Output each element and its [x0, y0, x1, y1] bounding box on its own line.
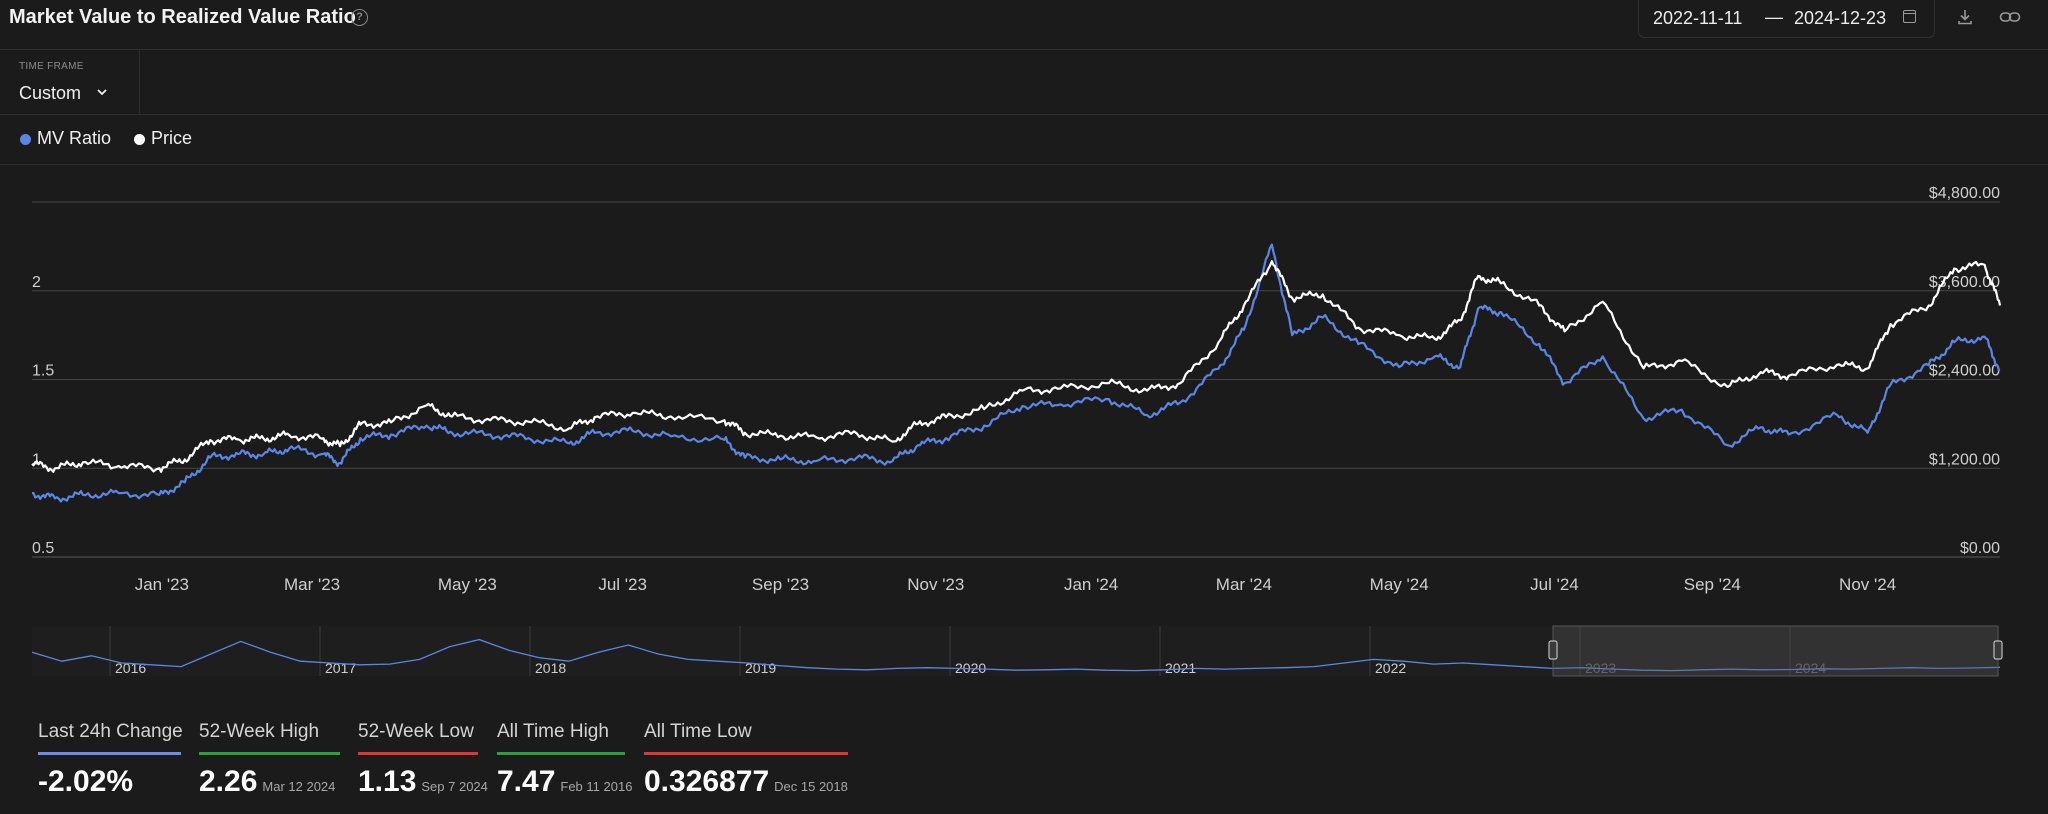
x-tick-label: Jan '24 [1064, 575, 1118, 594]
x-tick-label: Mar '24 [1216, 575, 1272, 594]
stat-label: Last 24h Change [38, 721, 183, 742]
x-axis: Jan '23 Mar '23 May '23 Jul '23 Sep '23 Nov '… [135, 575, 1896, 594]
grid-lines [32, 201, 2000, 558]
x-tick-label: Sep '23 [752, 575, 809, 594]
calendar-icon[interactable] [1903, 10, 1916, 23]
date-separator: — [1765, 7, 1783, 27]
stat-label: 52-Week Low [358, 721, 474, 742]
y-axis-left: 0.5 1 1.5 2 [32, 274, 54, 557]
stat-value: 1.13 Sep 7 2024 [358, 765, 488, 798]
stat-label: All Time High [497, 721, 609, 742]
legend-dot [20, 134, 31, 145]
navigator-year-label: 2021 [1165, 660, 1196, 676]
chart-header: Market Value to Realized Value Ratio ? 2… [0, 0, 2048, 50]
stat-underline [644, 752, 848, 755]
timeframe-bar: TIME FRAME Custom [0, 50, 2048, 115]
timeframe-label: TIME FRAME [19, 61, 84, 72]
question-circle-icon[interactable]: ? [351, 9, 368, 26]
stat-underline [199, 752, 340, 755]
y-axis-right: $0.00$1,200.00$2,400.00$3,600.00$4,800.0… [1929, 185, 2000, 557]
y-left-tick-label: 2 [32, 274, 41, 291]
x-tick-label: May '24 [1370, 575, 1429, 594]
chart-legend: MV Ratio Price [0, 115, 2048, 165]
x-tick-label: Jul '24 [1530, 575, 1579, 594]
series-group [31, 243, 2002, 503]
x-tick-label: Nov '23 [907, 575, 964, 594]
stat-underline [358, 752, 478, 755]
y-right-tick-label: $1,200.00 [1929, 451, 2000, 468]
series-line [31, 260, 2002, 473]
legend-label: MV Ratio [37, 128, 112, 148]
navigator-handle[interactable] [1993, 640, 2003, 660]
stat-underline [497, 752, 625, 755]
y-left-tick-label: 1.5 [32, 363, 54, 380]
stat-value: 7.47 Feb 11 2016 [497, 765, 633, 798]
stat-label: 52-Week High [199, 721, 320, 742]
navigator-year-label: 2022 [1375, 660, 1406, 676]
navigator-year-label: 2019 [745, 660, 776, 676]
navigator-year-label: 2024 [1795, 660, 1826, 676]
range-navigator[interactable]: 201620172018201920202021202220232024 [31, 625, 2003, 677]
series-line [32, 243, 2001, 503]
y-right-tick-label: $2,400.00 [1929, 363, 2000, 380]
navigator-year-label: 2018 [535, 660, 566, 676]
stat-value: -2.02% [38, 765, 134, 798]
stat-label: All Time Low [644, 721, 752, 742]
stat-value: 2.26 Mar 12 2024 [199, 765, 336, 798]
navigator-selection [1552, 625, 1999, 677]
legend-dot [134, 134, 145, 145]
navigator-sparkline [31, 638, 2001, 672]
x-tick-label: Jul '23 [598, 575, 647, 594]
y-left-tick-label: 0.5 [32, 540, 54, 557]
line-chart[interactable]: 0.511.52 $0.00$1,200.00$2,400.00$3,600.0… [0, 166, 2048, 712]
link-icon[interactable] [1999, 8, 2021, 26]
timeframe-value[interactable]: Custom [19, 83, 82, 103]
chart-title: Market Value to Realized Value Ratio [9, 6, 356, 28]
y-right-tick-label: $0.00 [1960, 540, 2000, 557]
navigator-year-label: 2020 [955, 660, 986, 676]
x-tick-label: Mar '23 [284, 575, 340, 594]
timeframe-select[interactable]: TIME FRAME Custom [0, 50, 140, 114]
download-icon[interactable] [1956, 8, 1974, 26]
y-left-tick-label: 1 [32, 451, 41, 468]
stat-value: 0.326877 Dec 15 2018 [644, 765, 848, 798]
x-tick-label: Nov '24 [1839, 575, 1896, 594]
y-right-tick-label: $4,800.00 [1929, 185, 2000, 202]
date-range-picker[interactable]: 2022-11-11 — 2024-12-23 [1638, 0, 1935, 38]
navigator-track [32, 626, 2000, 676]
stats-panel: Last 24h Change -2.02% 52-Week High 2.26… [0, 712, 2048, 814]
date-start-field[interactable]: 2022-11-11 [1653, 8, 1743, 28]
legend-label: Price [151, 128, 193, 148]
x-tick-label: Sep '24 [1684, 575, 1741, 594]
x-tick-label: May '23 [438, 575, 497, 594]
chevron-down-icon[interactable] [96, 86, 108, 98]
date-end-field[interactable]: 2024-12-23 [1794, 8, 1887, 28]
stat-underline [38, 752, 181, 755]
navigator-handle[interactable] [1548, 640, 1558, 660]
x-tick-label: Jan '23 [135, 575, 189, 594]
